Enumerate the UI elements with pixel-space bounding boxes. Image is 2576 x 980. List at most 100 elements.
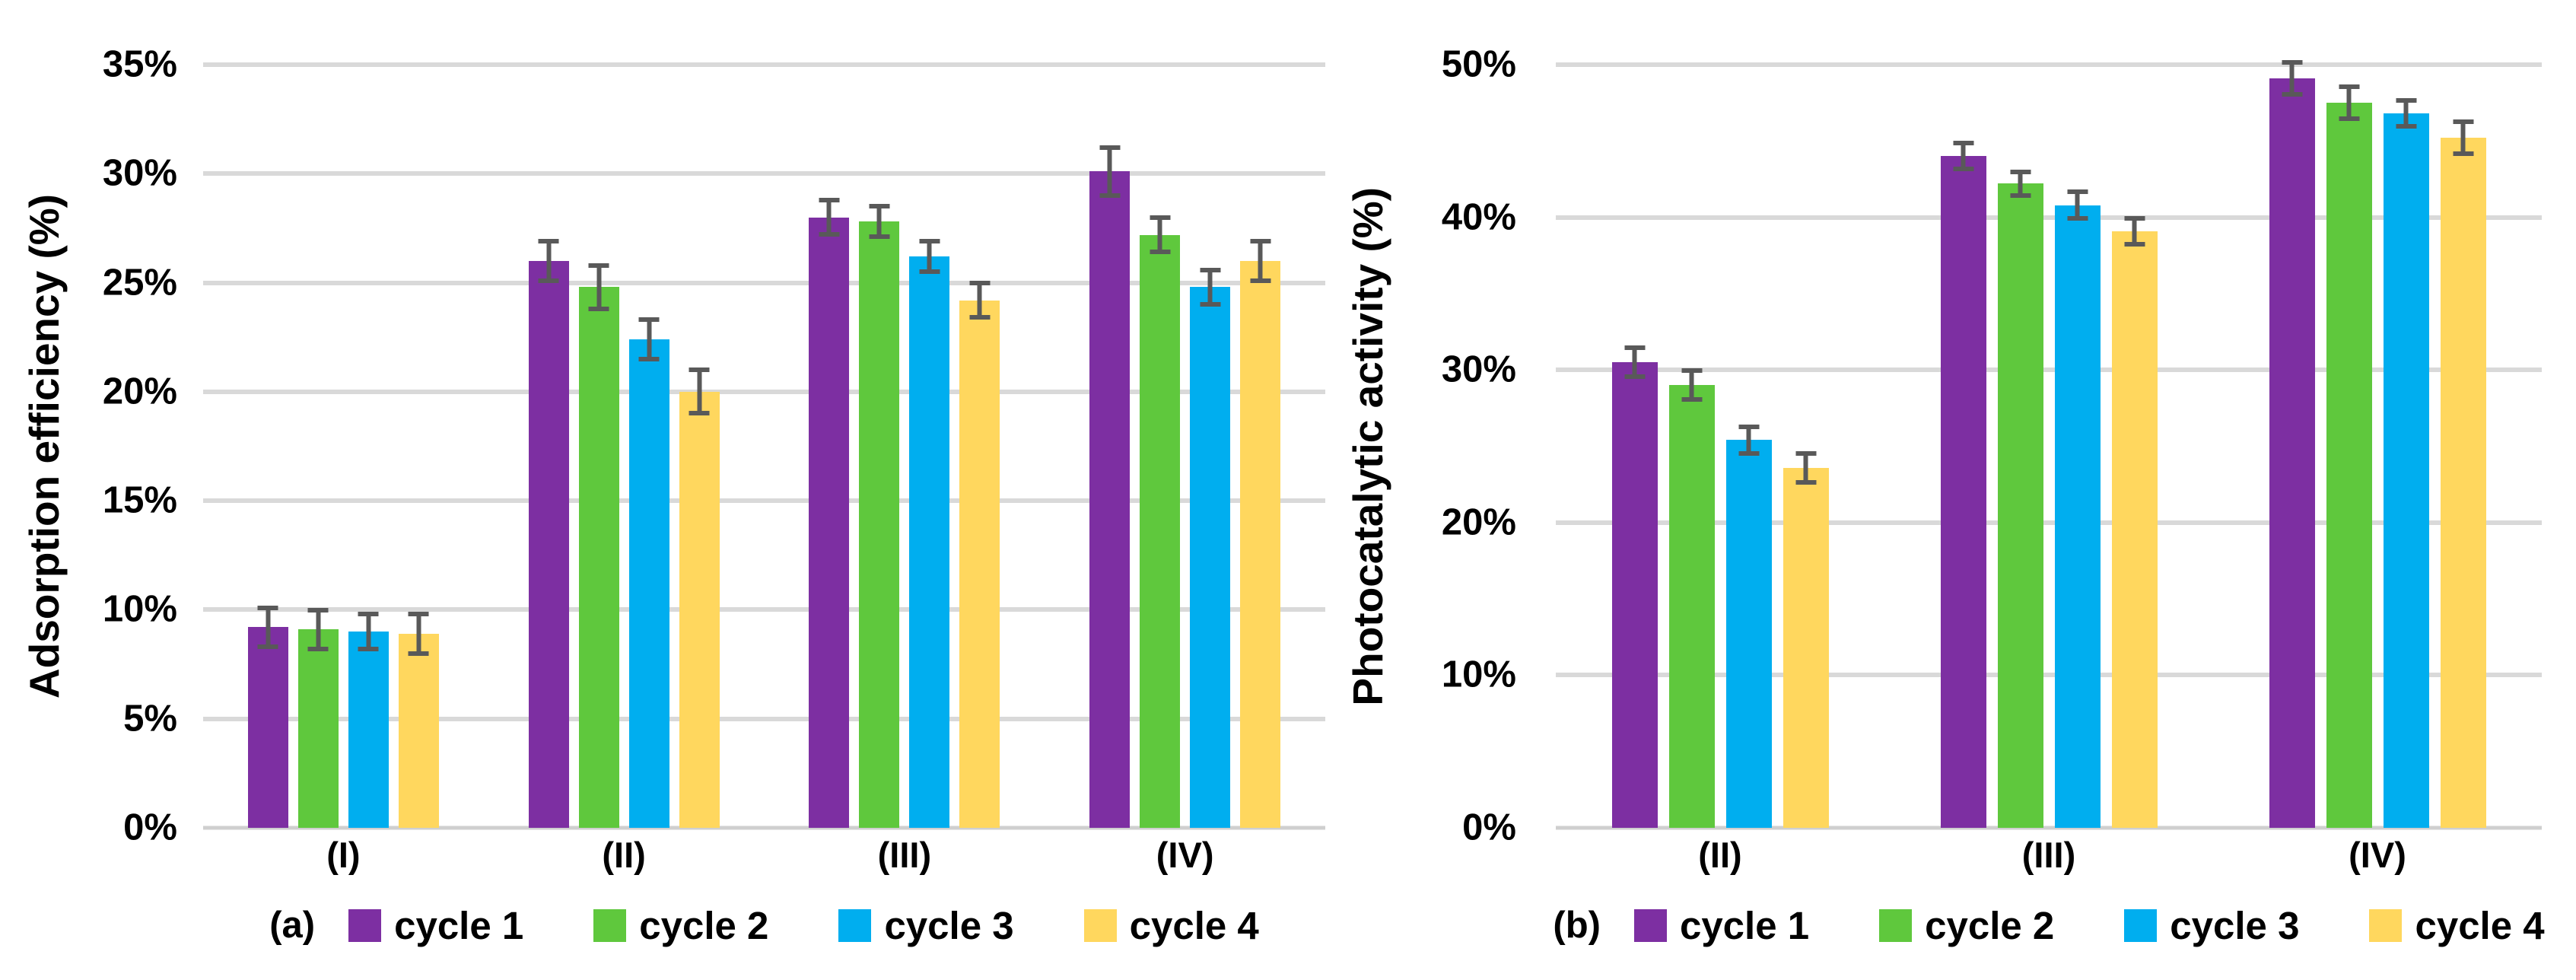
- bar-slot: [2054, 65, 2101, 828]
- error-bar: [538, 239, 559, 283]
- bar-group-ii: [528, 65, 720, 828]
- error-bar-stem: [1107, 145, 1112, 198]
- bar-group-iii: [1940, 65, 2158, 828]
- error-bar: [307, 607, 329, 651]
- error-bar-cap-bottom: [819, 232, 840, 237]
- error-bar: [2067, 189, 2088, 221]
- bar-slot: [2440, 65, 2486, 828]
- gridline: [203, 62, 1325, 67]
- panel-label: (a): [269, 905, 316, 946]
- bar-cycle-4: [2440, 138, 2486, 828]
- error-bar: [1250, 239, 1271, 283]
- error-bar-cap-bottom: [307, 646, 329, 651]
- gridline: [1556, 673, 2542, 678]
- y-tick-label: 50%: [1441, 43, 1516, 85]
- error-bar-stem: [2018, 170, 2023, 198]
- y-tick-label: 10%: [1441, 654, 1516, 695]
- gridline: [203, 498, 1325, 504]
- error-bar-stem: [876, 204, 882, 240]
- error-bar: [2396, 98, 2416, 129]
- error-bar-cap-bottom: [2124, 241, 2145, 247]
- error-bar-stem: [1803, 450, 1808, 485]
- error-bar-cap-bottom: [638, 356, 660, 361]
- x-tick-label: (IV): [1156, 835, 1214, 875]
- bar-group-ii: [1611, 65, 1829, 828]
- legend: cycle 1 cycle 2 cycle 3 cycle 4: [1633, 903, 2545, 948]
- legend-row: (b) cycle 1 cycle 2 cycle 3 cycle 4: [1553, 887, 2545, 963]
- bar-slot: [578, 65, 619, 828]
- bar-cycle-3: [628, 339, 669, 828]
- bar-slot: [909, 65, 950, 828]
- bar-cycle-1: [1940, 156, 1986, 828]
- error-bar-cap-bottom: [2282, 92, 2302, 97]
- y-axis-ticks: 35% 30% 25% 20% 15% 10% 5% 0%: [87, 46, 194, 846]
- error-bar-cap-bottom: [689, 411, 710, 416]
- y-tick-label: 30%: [102, 152, 177, 194]
- error-bar-stem: [366, 612, 371, 651]
- y-tick-label: 0%: [1462, 807, 1516, 848]
- error-bar-cap-bottom: [919, 269, 940, 275]
- gridline: [203, 389, 1325, 394]
- bar-slot: [1725, 65, 1772, 828]
- error-bar-cap-bottom: [2396, 124, 2416, 129]
- error-bar-stem: [596, 262, 602, 311]
- gridline: [1556, 215, 2542, 220]
- error-bar-stem: [647, 317, 652, 361]
- error-bar-cap-bottom: [358, 646, 379, 651]
- bar-group-iv: [1089, 65, 1281, 828]
- error-bar-cap-bottom: [1795, 479, 1816, 485]
- bar-slot: [809, 65, 850, 828]
- legend-label: cycle 3: [2170, 903, 2300, 947]
- y-tick-label: 20%: [1441, 501, 1516, 543]
- legend-item-cycle-4: cycle 4: [2369, 903, 2545, 948]
- error-bar-stem: [546, 239, 552, 283]
- bar-cycle-2: [1140, 234, 1181, 828]
- legend-swatch: [593, 908, 627, 942]
- panel-label: (b): [1553, 905, 1601, 946]
- error-bar-stem: [266, 605, 271, 649]
- bar-cycle-3: [2054, 205, 2101, 828]
- gridline: [1556, 62, 2542, 67]
- gridline: [203, 716, 1325, 721]
- error-bar-stem: [977, 280, 982, 320]
- bar-slot: [628, 65, 669, 828]
- legend-item-cycle-3: cycle 3: [838, 903, 1014, 948]
- bar-group-iv: [2269, 59, 2486, 828]
- bar-slot: [1190, 65, 1231, 828]
- bar-groups: [1556, 59, 2542, 828]
- y-axis-title: Photocatalytic activity (%): [1344, 186, 1391, 706]
- gridline: [1556, 520, 2542, 525]
- legend-swatch: [1879, 908, 1913, 942]
- error-bar: [2339, 84, 2359, 122]
- bar-cycle-4: [679, 391, 720, 828]
- bar-cycle-1: [528, 260, 569, 828]
- bar-group-iii: [809, 65, 1000, 828]
- y-tick-label: 35%: [102, 43, 177, 85]
- bar-slot: [1240, 65, 1281, 828]
- error-bar: [2010, 170, 2031, 198]
- bar-cycle-3: [1725, 440, 1772, 828]
- bar-cycle-2: [1668, 385, 1715, 828]
- error-bar-cap-bottom: [408, 651, 429, 656]
- y-axis-title-column: Adsorption efficiency (%): [0, 65, 87, 828]
- error-bar-stem: [2460, 119, 2466, 157]
- x-axis-line: [203, 826, 1325, 830]
- plot-row: Adsorption efficiency (%) 35% 30% 25% 20% 15…: [0, 46, 1331, 846]
- bar-slot: [297, 65, 339, 828]
- error-bar-cap-bottom: [588, 306, 609, 311]
- error-bar-stem: [2346, 84, 2352, 122]
- bar-slot: [1997, 65, 2043, 828]
- legend-label: cycle 1: [1679, 903, 1810, 947]
- error-bar-stem: [416, 612, 421, 656]
- y-axis-title: Adsorption efficiency (%): [20, 193, 68, 699]
- error-bar: [1681, 368, 1702, 402]
- gridline: [203, 607, 1325, 612]
- error-bar-cap-bottom: [869, 234, 890, 240]
- y-tick-label: 0%: [123, 807, 177, 848]
- error-bar: [1738, 425, 1759, 456]
- error-bar-cap-bottom: [257, 644, 278, 649]
- error-bar-stem: [826, 197, 832, 237]
- bar-cycle-1: [1611, 362, 1658, 828]
- legend-swatch: [1083, 908, 1117, 942]
- bar-slot: [1940, 65, 1986, 828]
